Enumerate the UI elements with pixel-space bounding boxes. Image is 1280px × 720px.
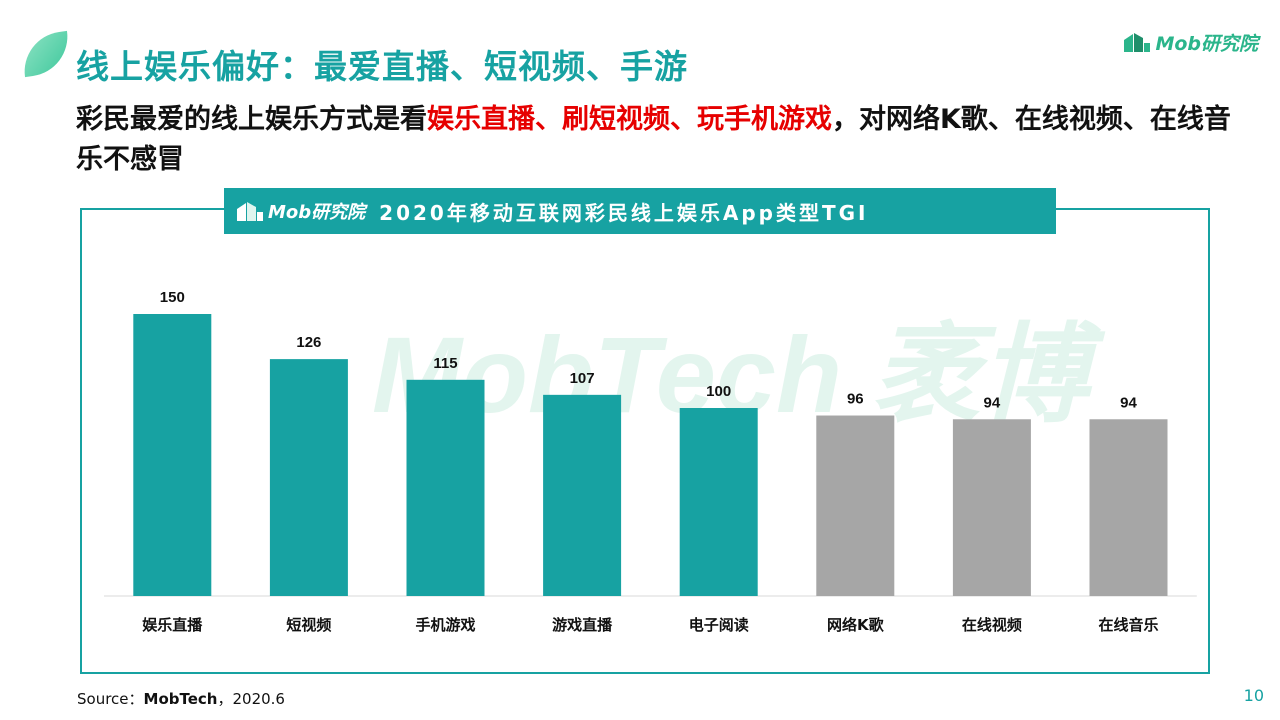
bar-5: [816, 415, 895, 596]
source-prefix: Source：: [77, 690, 144, 708]
category-label-0: 娱乐直播: [142, 616, 203, 634]
data-label-5: 96: [847, 391, 864, 408]
bar-1: [269, 359, 348, 596]
brand-logo: Mob研究院: [1123, 30, 1258, 55]
data-label-4: 100: [706, 383, 731, 400]
category-label-2: 手机游戏: [415, 616, 475, 634]
subtitle-highlight: 娱乐直播、刷短视频、玩手机游戏: [427, 104, 832, 135]
bars-group: 150 娱乐直播 126 短视频 115 手机游戏 107 游戏直播 100 电子阅读 96 网络K歌…: [104, 289, 1197, 634]
category-label-6: 在线视频: [962, 616, 1022, 634]
category-label-3: 游戏直播: [552, 616, 613, 634]
bar-2: [406, 379, 485, 596]
brand-name: Mob研究院: [1155, 32, 1258, 55]
banner-logo: Mob研究院: [236, 198, 365, 224]
subtitle: 彩民最爱的线上娱乐方式是看娱乐直播、刷短视频、玩手机游戏，对网络K歌、在线视频、…: [76, 100, 1236, 180]
page-title: 线上娱乐偏好：最爱直播、短视频、手游: [76, 47, 688, 86]
data-label-1: 126: [296, 334, 321, 351]
category-label-5: 网络K歌: [827, 616, 885, 634]
category-label-4: 电子阅读: [689, 616, 749, 634]
chart-title-banner: Mob研究院 2020年移动互联网彩民线上娱乐App类型TGI: [224, 188, 1056, 234]
brand-house-icon: [1124, 33, 1151, 52]
source-name: MobTech: [143, 690, 218, 708]
data-label-2: 115: [433, 355, 457, 372]
data-label-3: 107: [570, 370, 595, 387]
banner-logo-text: Mob研究院: [268, 202, 366, 223]
bar-7: [1089, 419, 1168, 596]
data-label-0: 150: [160, 289, 185, 306]
subtitle-part1: 彩民最爱的线上娱乐方式是看: [76, 104, 427, 135]
data-label-6: 94: [984, 394, 1001, 411]
source-note: Source：MobTech，2020.6: [77, 688, 285, 709]
category-label-7: 在线音乐: [1098, 616, 1158, 634]
banner-house-icon: [237, 202, 263, 221]
subtitle-part2: ，对网络K歌、在线视频、在线音乐不感冒: [76, 104, 1231, 175]
data-label-7: 94: [1120, 394, 1137, 411]
chart-title: 2020年移动互联网彩民线上娱乐App类型TGI: [379, 200, 869, 225]
source-suffix: ，2020.6: [217, 690, 285, 708]
bar-0: [133, 314, 212, 596]
bar-3: [543, 394, 622, 596]
page-number: 10: [1243, 686, 1264, 705]
bar-6: [952, 419, 1031, 596]
bar-4: [679, 408, 758, 596]
category-label-1: 短视频: [286, 616, 331, 634]
